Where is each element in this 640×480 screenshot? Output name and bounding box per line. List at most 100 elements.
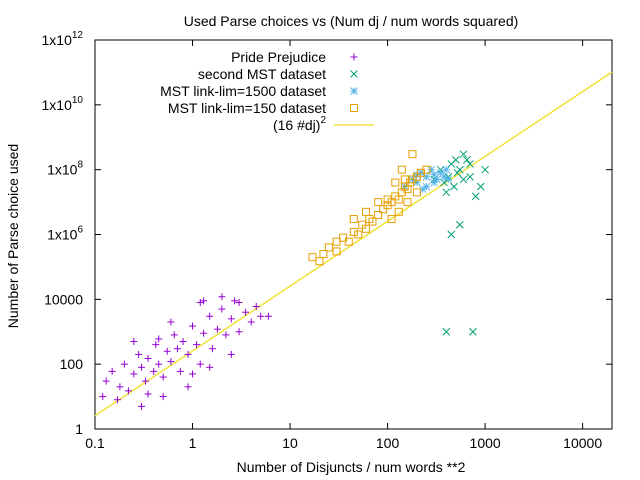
legend-marker [350,70,358,78]
data-point [242,308,250,316]
data-point [218,293,226,301]
data-point [453,168,462,177]
data-point [120,360,128,368]
data-point [218,305,226,313]
data-point [319,250,328,259]
data-point [455,220,464,229]
legend-fit-exponent: 2 [320,115,326,126]
data-point [481,165,489,174]
data-points-layer [99,150,489,410]
legend-marker [350,53,358,61]
data-point [349,227,358,236]
y-tick-base: 1x10 [42,32,73,48]
data-point [130,338,138,346]
x-tick-label: 1 [189,435,197,451]
data-point [391,178,400,187]
x-tick-label: 10000 [563,435,602,451]
data-point [173,345,181,353]
x-tick-label: 0.1 [85,435,105,451]
data-point [368,217,377,226]
data-point [206,312,214,320]
data-point [130,370,138,378]
data-point [257,312,265,320]
data-point [231,297,239,305]
data-point [466,173,474,181]
data-point [155,335,163,343]
y-tick-exponent: 8 [77,160,83,171]
y-tick-label: 1x106 [47,225,83,243]
x-axis-title: Number of Disjuncts / num words **2 [237,459,466,475]
data-point [222,331,230,339]
data-point [159,393,167,401]
fit-line-layer [94,71,613,417]
y-tick-base: 1 [75,421,83,437]
data-point [408,175,417,184]
data-point [167,318,175,326]
data-point [144,390,152,398]
data-point [408,150,417,159]
y-tick-base: 1x10 [47,162,78,178]
y-tick-label: 1x1010 [42,95,84,113]
y-tick-base: 1x10 [47,227,78,243]
data-point [476,182,485,191]
data-point [159,373,167,381]
data-point [374,198,383,207]
data-point [179,338,187,346]
data-point [170,331,178,339]
data-point [235,298,243,306]
data-point [247,318,255,326]
data-point [430,178,438,187]
data-point [459,175,468,184]
y-tick-label: 100 [60,356,84,372]
legend-label: second MST dataset [198,66,326,82]
data-point [332,247,341,256]
data-point [466,160,474,168]
data-point [403,198,412,207]
data-point [138,402,146,410]
data-point [206,363,214,371]
data-point [400,175,409,184]
data-point [235,328,243,336]
y-tick-base: 1x10 [42,97,73,113]
x-tick-label: 1000 [470,435,501,451]
data-point [150,367,158,375]
data-point [124,387,132,395]
y-tick-exponent: 10 [72,95,84,106]
y-tick-label: 1x1012 [42,30,84,48]
data-point [196,298,204,306]
legend-label: MST link-lim=1500 dataset [160,83,326,99]
data-point [138,363,146,371]
y-tick-label: 1 [75,421,83,437]
data-point [189,322,197,330]
data-point [463,156,471,164]
x-axis-ticks: 0.1 1 10 100 1000 10000 [85,40,602,451]
data-point [469,327,477,336]
data-point [412,188,421,197]
data-point [155,360,163,368]
legend-marker [350,104,358,112]
fit-line [94,71,613,417]
data-point [442,327,451,336]
data-point [442,165,451,174]
y-tick-base: 100 [60,356,84,372]
data-point [455,165,464,174]
x-tick-label: 100 [376,435,400,451]
data-point [447,230,456,239]
data-point [152,341,160,349]
data-point [184,350,192,358]
data-point [412,172,421,181]
data-point [374,210,383,219]
legend-label: Pride Prejudice [231,49,326,65]
y-tick-label: 10000 [44,291,83,307]
data-point [99,393,107,401]
chart-title: Used Parse choices vs (Num dj / num word… [184,13,519,29]
legend-label: (16 #dj)2 [273,115,326,133]
data-point [227,350,235,358]
data-point [349,215,358,224]
y-tick-label: 1x108 [47,160,83,178]
data-point [344,237,353,246]
data-point [176,367,184,375]
